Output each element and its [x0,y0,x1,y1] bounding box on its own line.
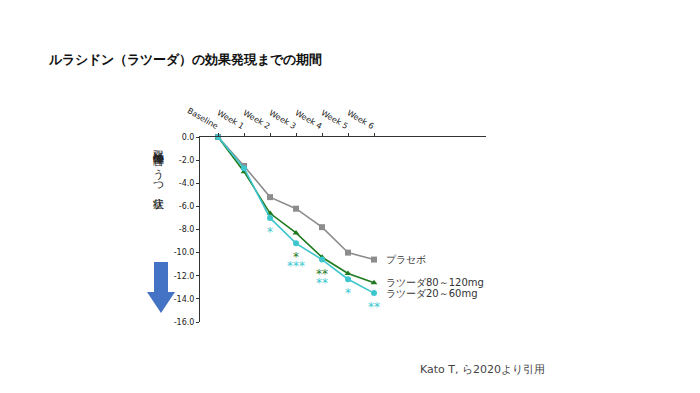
svg-text:-16.0: -16.0 [174,318,195,327]
svg-text:*: * [345,286,351,300]
svg-text:***: *** [287,259,305,273]
svg-text:ルラシドン（ラツーダ）の効果発現までの期間: ルラシドン（ラツーダ）の効果発現までの期間 [48,52,322,67]
svg-text:-8.0: -8.0 [179,225,195,234]
svg-text:Week 3: Week 3 [267,108,297,131]
svg-text:**: ** [316,276,328,290]
svg-text:-10.0: -10.0 [174,248,195,257]
svg-text:-12.0: -12.0 [174,272,195,281]
svg-text:Week 2: Week 2 [241,108,271,131]
svg-text:ラツーダ20～60mg: ラツーダ20～60mg [386,288,478,299]
svg-text:-14.0: -14.0 [174,295,195,304]
svg-text:*: * [293,250,299,264]
html-text:双極性障害のうつ症状: 双極性障害のうつ症状 [152,142,165,191]
svg-text:-4.0: -4.0 [179,179,195,188]
svg-text:**: ** [316,267,328,281]
svg-text:Week 6: Week 6 [345,108,375,131]
svg-text:ラツーダ80～120mg: ラツーダ80～120mg [386,277,484,288]
svg-text:Week 5: Week 5 [319,108,349,131]
svg-text:-6.0: -6.0 [179,202,195,211]
svg-text:Week 1: Week 1 [215,108,245,131]
svg-text:**: ** [368,300,380,314]
svg-text:Baseline: Baseline [186,106,220,131]
svg-text:プラセボ: プラセボ [386,254,426,265]
svg-text:Week 4: Week 4 [293,108,323,131]
html-text:Kato T, ら2020より引用: Kato T, ら2020より引用 [420,363,545,376]
svg-text:-2.0: -2.0 [179,156,195,165]
svg-text:0.0: 0.0 [182,133,195,142]
svg-text:*: * [267,225,273,239]
